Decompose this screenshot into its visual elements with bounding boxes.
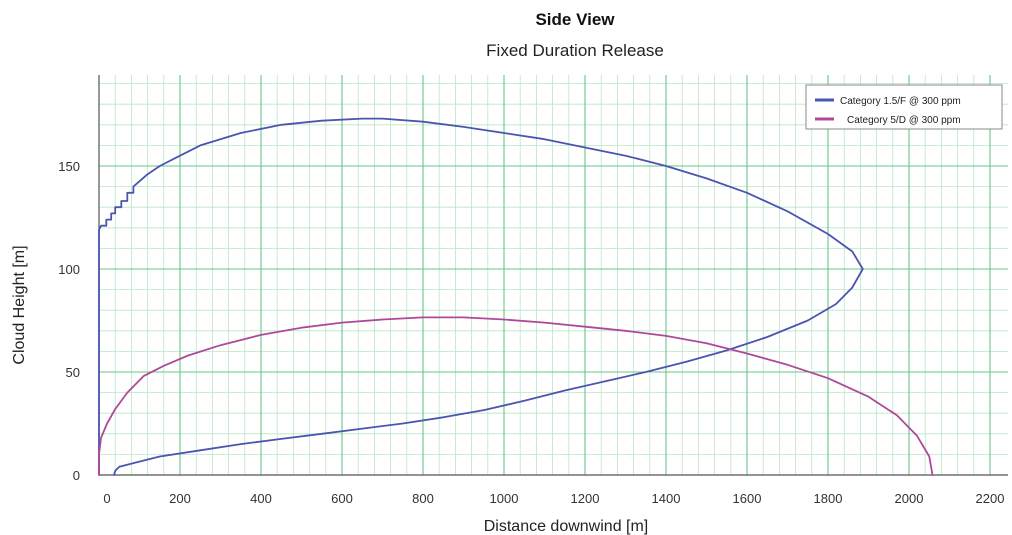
x-tick-label: 2000 — [895, 491, 924, 506]
x-tick-label: 0 — [103, 491, 110, 506]
y-tick-label: 150 — [58, 159, 80, 174]
x-tick-label: 1800 — [814, 491, 843, 506]
y-tick-labels: 0 50 100 150 — [58, 159, 80, 483]
legend: Category 1.5/F @ 300 ppm Category 5/D @ 3… — [805, 84, 1003, 130]
x-tick-label: 600 — [331, 491, 353, 506]
chart-subtitle: Fixed Duration Release — [486, 41, 664, 60]
x-tick-label: 200 — [169, 491, 191, 506]
y-tick-label: 50 — [66, 365, 80, 380]
legend-label-1: Category 1.5/F @ 300 ppm — [840, 96, 961, 107]
series-group — [98, 117, 934, 476]
minor-grid — [99, 75, 1008, 475]
x-tick-label: 1600 — [733, 491, 762, 506]
x-tick-label: 400 — [250, 491, 272, 506]
x-tick-label: 1200 — [571, 491, 600, 506]
x-tick-labels: 0 200 400 600 800 1000 1200 1400 1600 1800 2000 220… — [103, 491, 1004, 506]
x-axis-title: Distance downwind [m] — [484, 518, 649, 535]
legend-label-2: Category 5/D @ 300 ppm — [847, 115, 961, 126]
legend-box — [805, 84, 1003, 130]
major-grid — [99, 75, 1008, 475]
y-axis-title: Cloud Height [m] — [11, 245, 28, 364]
series-line-2 — [98, 316, 934, 476]
x-tick-label: 1400 — [652, 491, 681, 506]
x-tick-label: 1000 — [490, 491, 519, 506]
x-tick-label: 2200 — [976, 491, 1005, 506]
chart-title: Side View — [535, 10, 615, 29]
series-line-1 — [98, 117, 864, 476]
x-tick-label: 800 — [412, 491, 434, 506]
y-tick-label: 100 — [58, 262, 80, 277]
y-tick-label: 0 — [73, 468, 80, 483]
